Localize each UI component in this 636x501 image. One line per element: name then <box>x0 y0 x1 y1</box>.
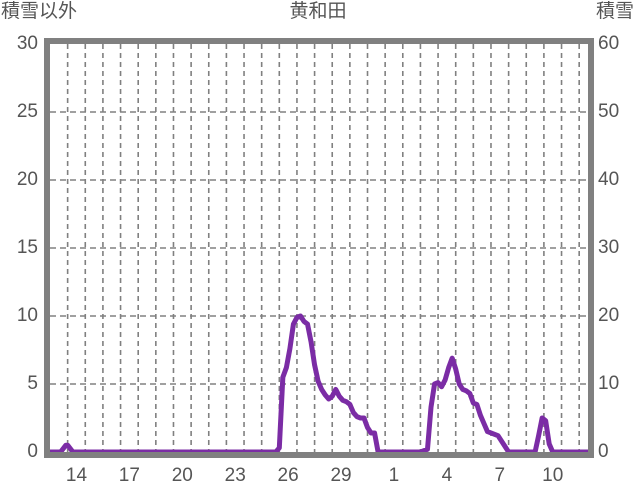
x-tick-label: 4 <box>441 465 453 486</box>
gridlines <box>50 44 588 452</box>
x-tick-label: 29 <box>330 465 352 486</box>
x-tick-label: 1 <box>388 465 400 486</box>
left-ytick-label: 5 <box>27 373 38 394</box>
x-tick-label: 23 <box>224 465 246 486</box>
right-ytick-label: 50 <box>598 101 620 122</box>
x-tick-label: 7 <box>494 465 506 486</box>
left-ytick-label: 25 <box>16 101 38 122</box>
right-ytick-label: 0 <box>598 441 609 462</box>
right-ytick-label: 20 <box>598 305 620 326</box>
plot-area <box>44 38 594 458</box>
x-tick-label: 20 <box>171 465 193 486</box>
left-axis-ticks: 0 5 10 15 20 25 30 <box>0 0 38 501</box>
left-ytick-label: 15 <box>16 237 38 258</box>
right-ytick-label: 60 <box>598 33 620 54</box>
page-title: 黄和田 <box>289 1 347 22</box>
left-ytick-label: 20 <box>16 169 38 190</box>
right-axis-title: 積雪 <box>595 1 634 22</box>
series-line-precipitation <box>50 313 588 452</box>
right-axis-ticks: 0 10 20 30 40 50 60 <box>598 0 636 501</box>
x-tick-label: 10 <box>542 465 564 486</box>
left-ytick-label: 10 <box>16 305 38 326</box>
precipitation-line <box>50 313 588 452</box>
left-ytick-label: 0 <box>27 441 38 462</box>
x-tick-label: 17 <box>118 465 140 486</box>
x-tick-label: 14 <box>65 465 88 486</box>
right-ytick-label: 10 <box>598 373 620 394</box>
right-ytick-label: 40 <box>598 169 620 190</box>
left-ytick-label: 30 <box>16 33 38 54</box>
x-tick-label: 26 <box>277 465 299 486</box>
right-ytick-label: 30 <box>598 237 620 258</box>
plot-inner <box>50 44 588 452</box>
left-axis-title: 積雪以外 <box>1 1 78 22</box>
